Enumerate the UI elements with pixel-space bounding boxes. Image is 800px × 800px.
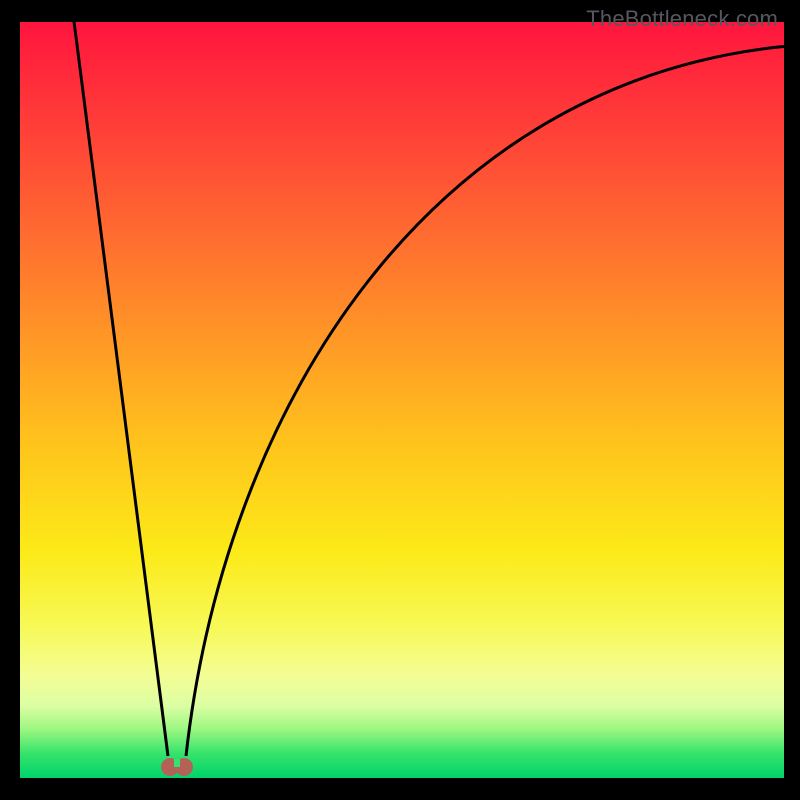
figure-root: TheBottleneck.com bbox=[0, 0, 800, 800]
plot-background bbox=[0, 0, 800, 800]
watermark-text: TheBottleneck.com bbox=[586, 6, 778, 32]
gradient-rect bbox=[20, 22, 784, 778]
